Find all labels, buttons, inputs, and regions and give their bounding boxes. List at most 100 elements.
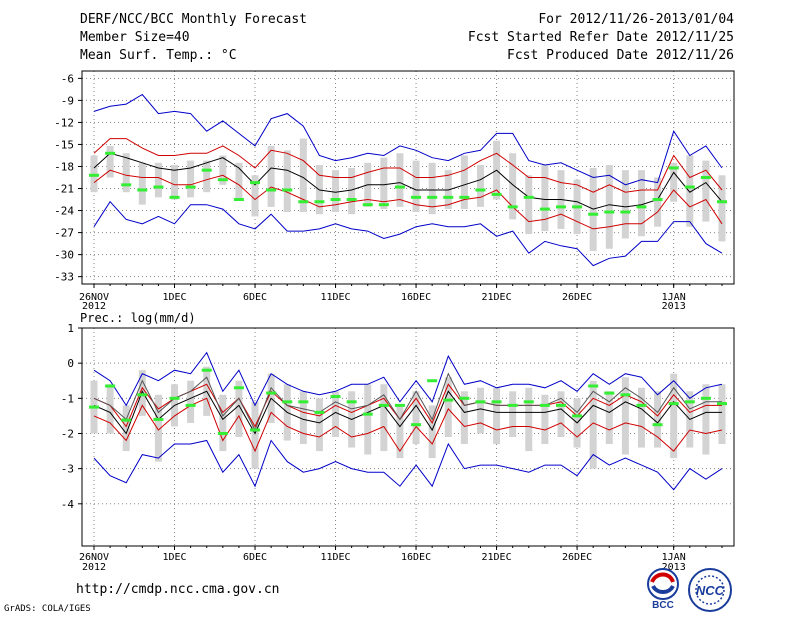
spread-box bbox=[718, 384, 726, 445]
spread-box bbox=[235, 162, 243, 200]
observed-marker bbox=[201, 368, 212, 372]
observed-marker bbox=[491, 400, 502, 404]
observed-marker bbox=[346, 400, 357, 404]
x-tick-label: 21DEC bbox=[482, 292, 512, 303]
spread-box bbox=[332, 391, 340, 437]
y-tick-label: -12 bbox=[54, 116, 74, 129]
ncc-logo-text: NCC bbox=[696, 583, 725, 598]
spread-box bbox=[348, 167, 356, 215]
spread-box bbox=[476, 387, 484, 434]
spread-box bbox=[670, 373, 678, 459]
observed-marker bbox=[185, 403, 196, 407]
observed-marker bbox=[588, 212, 599, 216]
plot-frame bbox=[81, 327, 735, 547]
spread-box bbox=[509, 153, 517, 220]
series-spread-lower-line bbox=[93, 169, 723, 230]
bcc-logo: BCC bbox=[647, 568, 679, 610]
observed-marker bbox=[121, 183, 132, 187]
series-ensemble-mean-line bbox=[93, 152, 723, 210]
observed-marker bbox=[636, 205, 647, 209]
observed-marker bbox=[443, 398, 454, 402]
observed-marker bbox=[507, 403, 518, 407]
observed-marker bbox=[684, 185, 695, 189]
observed-marker bbox=[314, 200, 325, 204]
observed-marker bbox=[89, 173, 99, 177]
y-tick-label: -15 bbox=[54, 138, 74, 151]
y-tick-label: -1 bbox=[61, 392, 74, 405]
observed-marker bbox=[298, 400, 309, 404]
x-tick-label: 11DEC bbox=[320, 552, 350, 563]
observed-marker bbox=[475, 188, 486, 192]
observed-marker bbox=[684, 400, 695, 404]
source-url[interactable]: http://cmdp.ncc.cma.gov.cn bbox=[76, 582, 280, 597]
spread-box bbox=[654, 391, 662, 448]
observed-marker bbox=[539, 403, 550, 407]
spread-box bbox=[267, 145, 275, 207]
series-spread-upper-line bbox=[93, 383, 722, 428]
spread-box bbox=[525, 387, 533, 452]
ncc-logo: NCC bbox=[688, 568, 732, 612]
bcc-logo-text: BCC bbox=[652, 600, 674, 610]
observed-marker bbox=[394, 185, 405, 189]
series-spread-upper-line bbox=[93, 138, 723, 193]
observed-marker bbox=[169, 195, 180, 199]
member-size-label: Member Size=40 bbox=[80, 30, 190, 45]
x-tick-sublabel: 2013 bbox=[662, 562, 686, 573]
observed-marker bbox=[105, 151, 116, 155]
x-tick-label: 21DEC bbox=[482, 552, 512, 563]
spread-box bbox=[493, 387, 501, 445]
observed-marker bbox=[153, 185, 164, 189]
observed-marker bbox=[588, 384, 599, 388]
x-tick-label: 1JAN bbox=[662, 292, 686, 303]
spread-box bbox=[702, 160, 710, 222]
x-tick-label: 1DEC bbox=[162, 292, 186, 303]
x-tick-sublabel: 2012 bbox=[82, 301, 106, 312]
observed-marker bbox=[555, 403, 566, 407]
x-tick-label: 11DEC bbox=[320, 292, 350, 303]
observed-marker bbox=[459, 396, 470, 400]
spread-box bbox=[283, 150, 291, 213]
y-tick-label: -18 bbox=[54, 160, 74, 173]
spread-box bbox=[637, 387, 645, 448]
x-tick-label: 26NOV bbox=[79, 292, 109, 303]
observed-marker bbox=[121, 418, 132, 422]
variable-label: Mean Surf. Temp.: °C bbox=[80, 48, 237, 63]
spread-box bbox=[525, 175, 533, 235]
spread-box bbox=[219, 394, 227, 452]
observed-marker bbox=[314, 410, 325, 414]
spread-box bbox=[428, 162, 436, 215]
spread-box bbox=[444, 377, 452, 437]
y-tick-label: -4 bbox=[61, 498, 75, 511]
observed-marker bbox=[153, 417, 164, 421]
spread-box bbox=[315, 398, 323, 452]
spread-box bbox=[396, 405, 404, 459]
spread-box bbox=[557, 391, 565, 437]
series-max-line bbox=[93, 351, 723, 407]
spread-box bbox=[476, 165, 484, 207]
spread-box bbox=[299, 391, 307, 445]
spread-box bbox=[589, 380, 597, 469]
observed-marker bbox=[572, 205, 583, 209]
series-max-line bbox=[93, 93, 723, 186]
y-tick-label: 0 bbox=[67, 357, 74, 370]
fcst-produced-date: Fcst Produced Date 2012/11/26 bbox=[507, 48, 734, 63]
observed-marker bbox=[443, 195, 454, 199]
observed-marker bbox=[427, 195, 438, 199]
spread-box bbox=[154, 394, 162, 462]
spread-box bbox=[187, 380, 195, 423]
observed-marker bbox=[89, 405, 99, 409]
observed-marker bbox=[507, 205, 518, 209]
spread-box bbox=[235, 380, 243, 437]
forecast-period: For 2012/11/26-2013/01/04 bbox=[538, 12, 734, 27]
observed-marker bbox=[217, 431, 228, 435]
observed-marker bbox=[717, 402, 727, 406]
observed-marker bbox=[362, 412, 373, 416]
observed-marker bbox=[604, 210, 615, 214]
spread-box bbox=[122, 405, 130, 452]
observed-marker bbox=[411, 423, 422, 427]
observed-marker bbox=[620, 210, 631, 214]
chart-title: DERF/NCC/BCC Monthly Forecast bbox=[80, 12, 307, 27]
observed-marker bbox=[604, 391, 615, 395]
observed-marker bbox=[201, 168, 212, 172]
y-tick-label: -30 bbox=[54, 249, 74, 262]
